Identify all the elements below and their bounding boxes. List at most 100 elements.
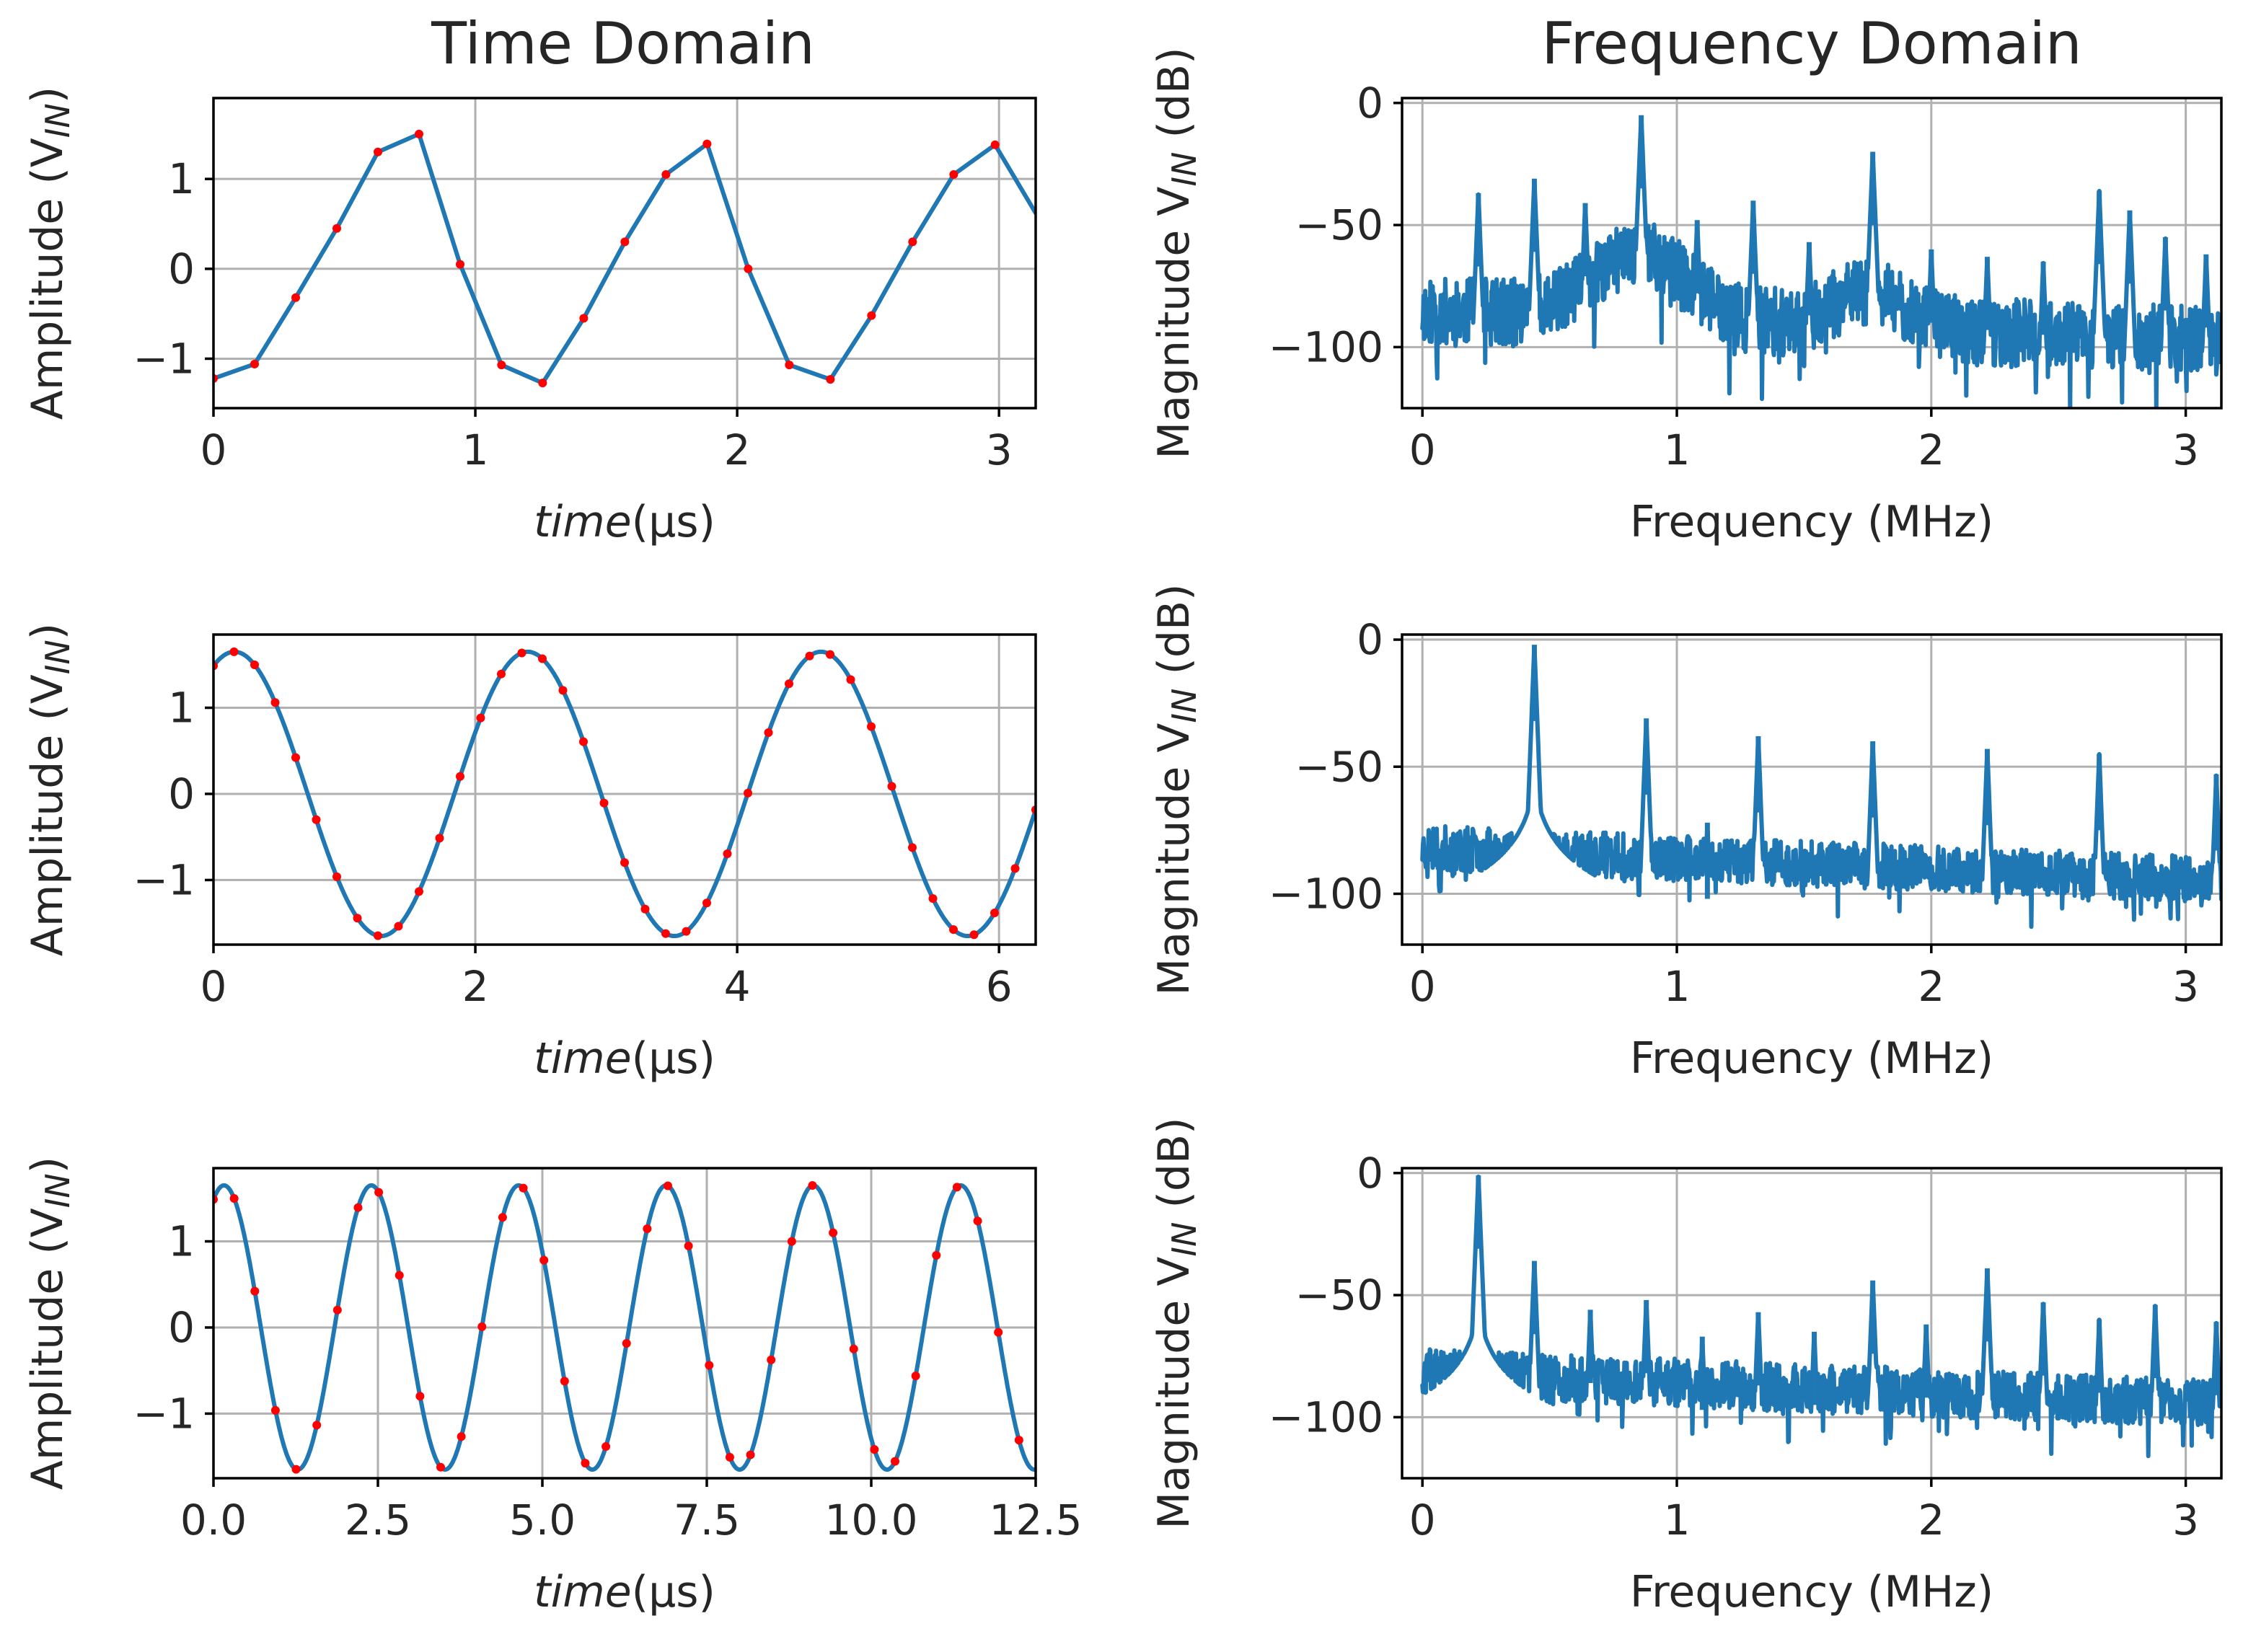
chart-4-sample-point [250, 1286, 260, 1296]
chart-4-y-tick-label: 1 [168, 1217, 195, 1266]
chart-2-y-tick-label: −1 [133, 855, 195, 904]
chart-4-sample-point [684, 1241, 693, 1250]
chart-3-y-tick-label: −100 [1269, 870, 1383, 919]
frequency-domain-plot-3: 0 1 2 3 −100 −50 0 Frequency (MHz) Magnitude VIN… [1149, 1117, 2223, 1617]
chart-0-sample-point [702, 139, 712, 149]
chart-2-sample-point [374, 931, 382, 940]
chart-0-sample-point [332, 224, 341, 233]
chart-2-axes-frame [212, 633, 1037, 946]
chart-2-y-tick-label: 1 [168, 684, 195, 733]
chart-0-sample-point [579, 314, 589, 323]
chart-4-sample-point [270, 1405, 280, 1415]
chart-5-y-tick-label: −50 [1295, 1271, 1383, 1320]
chart-4-sample-point [457, 1432, 466, 1441]
chart-0-y-tick-label: 0 [168, 244, 195, 293]
chart-4-sample-point [353, 1203, 363, 1212]
chart-0-sample-point [538, 379, 547, 388]
chart-5-y-axis-label: Magnitude VIN (dB) [1149, 1117, 1204, 1529]
chart-2-sample-point [456, 772, 464, 781]
chart-4-sample-point [911, 1371, 920, 1381]
chart-4-sample-point [705, 1361, 714, 1370]
chart-2-sample-point [702, 898, 711, 908]
chart-2-sample-point [1010, 864, 1020, 873]
chart-0-sample-point [785, 361, 794, 370]
chart-0-sample-point [250, 359, 259, 368]
chart-2-sample-point [435, 834, 444, 843]
chart-2-y-axis-label: Amplitude (VIN) [22, 623, 77, 956]
chart-2-sample-point [476, 713, 485, 723]
chart-4-y-tick-label: 0 [168, 1303, 195, 1352]
chart-4-sample-point [560, 1377, 569, 1386]
chart-2-sample-point [579, 737, 588, 746]
chart-2-sample-point [517, 648, 526, 658]
chart-4-sample-point [1014, 1436, 1023, 1445]
chart-0-sample-point [456, 260, 464, 269]
chart-4-sample-point [787, 1237, 796, 1246]
chart-0-sample-point [291, 293, 300, 302]
chart-4-sample-point [477, 1322, 487, 1331]
chart-4-sample-point [436, 1462, 446, 1472]
chart-4-sample-point [291, 1465, 301, 1474]
chart-0-sample-point [374, 147, 382, 156]
chart-4-sample-point [808, 1181, 817, 1191]
chart-0-x-axis-label: time(µs) [534, 497, 715, 547]
chart-0-sample-point [949, 169, 959, 179]
chart-4-sample-point [601, 1442, 611, 1452]
chart-5-spectrum-line [1420, 1174, 2221, 1459]
chart-0-sample-point [497, 361, 506, 370]
chart-2-x-tick-label: 6 [986, 962, 1013, 1011]
chart-2-sample-point [887, 782, 896, 791]
chart-4-sample-point [622, 1339, 631, 1348]
time-domain-plot-3: 0.0 2.5 5.0 7.5 10.0 12.5 −1 0 1 time(µs) Amplitud… [22, 1157, 1083, 1617]
chart-4-sample-point [395, 1271, 404, 1280]
time-domain-plot-2: 0 2 4 6 −1 0 1 time(µs) Amplitude (VIN) [22, 623, 1037, 1084]
chart-4-sample-point [312, 1421, 322, 1430]
chart-1-y-tick-label: −100 [1269, 322, 1383, 371]
chart-1-y-tick-label: 0 [1357, 79, 1383, 128]
chart-3-x-axis-label: Frequency (MHz) [1630, 1033, 1993, 1084]
chart-4-sample-point [870, 1445, 879, 1454]
chart-0-y-axis-label: Amplitude (VIN) [22, 87, 77, 420]
chart-2-sample-point [620, 858, 629, 867]
chart-5-x-tick-label: 2 [1918, 1496, 1944, 1545]
chart-5-y-tick-label: −100 [1269, 1392, 1383, 1441]
chart-2-sample-point [312, 815, 321, 824]
chart-2-sample-point [353, 914, 362, 923]
chart-1-axes-frame [1401, 97, 2223, 410]
chart-4-sample-point [746, 1450, 755, 1459]
chart-2-sample-point [867, 722, 876, 731]
chart-0-x-tick-label: 2 [724, 425, 751, 474]
chart-0-sample-point [908, 237, 917, 247]
chart-1-x-tick-label: 1 [1664, 425, 1691, 474]
chart-3-y-axis-label: Magnitude VIN (dB) [1149, 583, 1204, 995]
chart-1-x-tick-label: 0 [1409, 425, 1436, 474]
chart-0-x-tick-label: 3 [986, 425, 1013, 474]
chart-0-sample-point [990, 140, 1000, 149]
chart-4-sample-point [994, 1328, 1003, 1337]
chart-0-sample-point [661, 169, 671, 179]
time-domain-title: Time Domain [431, 10, 815, 77]
chart-3-spectrum-line [1420, 645, 2221, 929]
chart-2-sample-point [415, 887, 423, 896]
chart-4-sample-point [229, 1193, 239, 1203]
chart-4-sample-point [891, 1457, 900, 1466]
chart-2-x-tick-label: 2 [462, 962, 489, 1011]
chart-0-y-tick-label: −1 [133, 334, 195, 383]
chart-2-sample-point [723, 849, 732, 858]
chart-4-sample-point [415, 1392, 425, 1401]
chart-5-x-tick-label: 1 [1664, 1496, 1691, 1545]
chart-4-sample-point [519, 1183, 528, 1193]
chart-3-x-tick-label: 0 [1409, 962, 1436, 1011]
chart-4-sample-point [539, 1255, 549, 1265]
chart-2-sample-point [497, 669, 506, 679]
chart-4-x-axis-label: time(µs) [534, 1567, 715, 1617]
chart-2-sample-point [990, 909, 999, 918]
chart-4-sample-point [374, 1188, 384, 1197]
chart-2-sample-point [270, 698, 280, 707]
chart-2-sample-point [846, 675, 855, 684]
chart-3-x-tick-label: 2 [1918, 962, 1944, 1011]
chart-5-axes-frame [1401, 1167, 2223, 1480]
chart-4-sample-point [498, 1213, 507, 1222]
chart-1-x-tick-label: 3 [2172, 425, 2199, 474]
